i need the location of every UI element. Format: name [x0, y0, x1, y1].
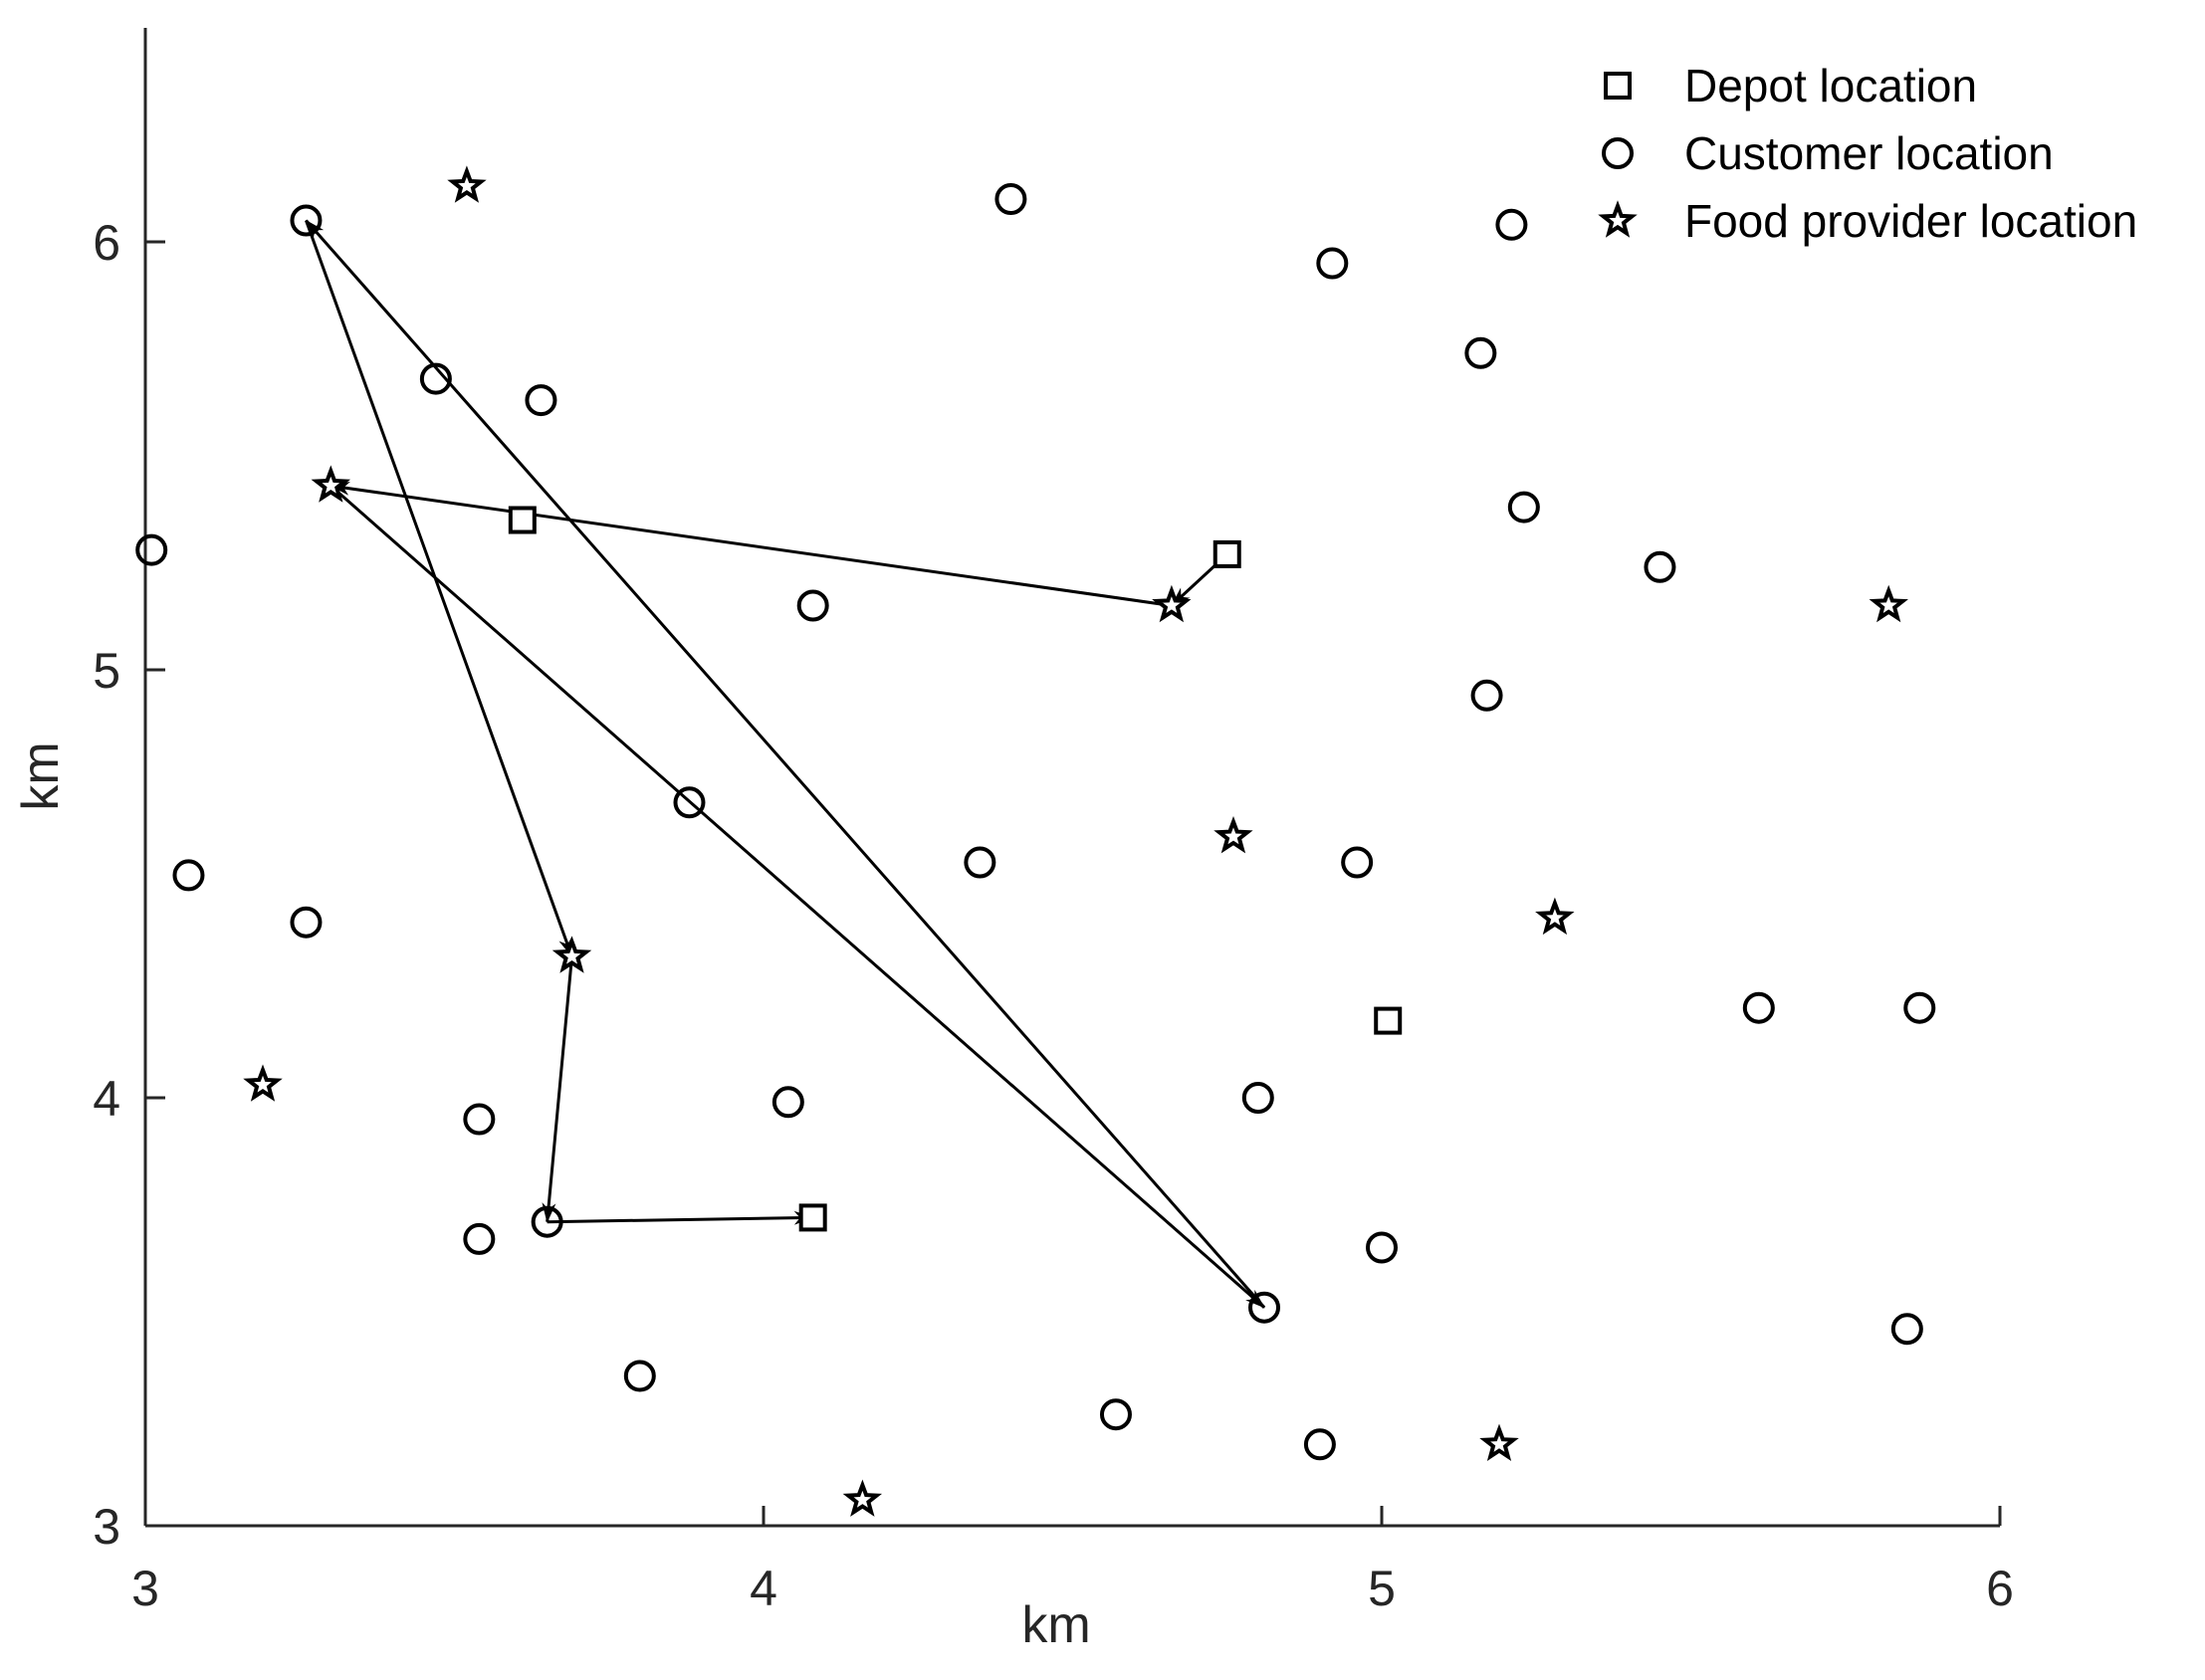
x-tick-label: 3 — [131, 1561, 159, 1616]
customer-marker — [1464, 336, 1497, 369]
customer-marker — [796, 589, 829, 622]
y-tick-label: 6 — [93, 215, 120, 271]
customer-marker — [1341, 846, 1374, 879]
food-provider-marker — [1152, 584, 1192, 623]
food-provider-marker — [1535, 897, 1575, 936]
customer-marker — [419, 362, 452, 395]
customer-marker — [1890, 1313, 1923, 1346]
depot-marker — [1374, 1006, 1403, 1035]
customer-marker — [290, 906, 323, 939]
y-tick-label: 4 — [93, 1071, 120, 1127]
customer-marker — [772, 1086, 804, 1119]
food-provider-marker — [1213, 815, 1253, 854]
customer-marker — [673, 786, 706, 819]
customer-marker — [1248, 1291, 1281, 1324]
customer-marker — [964, 846, 996, 879]
route-arrow — [547, 1210, 814, 1225]
legend-depot-icon — [1604, 72, 1632, 100]
legend-label: Customer location — [1684, 127, 2054, 179]
customer-marker — [1507, 491, 1540, 524]
data-points — [135, 165, 1936, 1517]
customer-marker — [463, 1103, 496, 1136]
route-arrow — [542, 955, 573, 1223]
customer-marker — [1303, 1428, 1336, 1461]
customer-marker — [1644, 550, 1676, 583]
food-provider-marker — [447, 165, 487, 203]
legend-food-provider-icon — [1598, 200, 1638, 238]
legend-customer-icon — [1602, 137, 1634, 169]
axes: 3 4 5 6 3 4 5 6 — [93, 28, 2014, 1616]
legend: Depot location Customer location Food prov… — [1598, 60, 2137, 247]
customer-marker — [1241, 1082, 1274, 1114]
customer-marker — [994, 183, 1027, 215]
route-arrow — [330, 484, 1266, 1309]
customer-marker — [1495, 208, 1528, 241]
route-arrows — [305, 219, 1266, 1309]
food-provider-marker — [842, 1479, 883, 1517]
customer-marker — [525, 384, 557, 417]
y-axis-label: km — [12, 741, 70, 810]
customer-marker — [1470, 679, 1503, 712]
x-tick-label: 4 — [750, 1561, 777, 1616]
depot-marker — [508, 506, 537, 534]
customer-marker — [1366, 1231, 1398, 1264]
food-provider-marker — [1479, 1423, 1519, 1461]
customer-marker — [172, 859, 205, 892]
route-arrow — [305, 219, 1266, 1309]
customer-marker — [135, 533, 168, 566]
customer-marker — [1742, 991, 1775, 1024]
customer-marker — [1903, 991, 1936, 1024]
food-provider-marker — [311, 465, 351, 503]
depot-marker — [1213, 539, 1241, 568]
legend-label: Food provider location — [1684, 195, 2137, 247]
food-provider-marker — [1869, 584, 1908, 623]
depot-marker — [798, 1203, 827, 1232]
customer-marker — [1099, 1398, 1132, 1431]
route-arrow — [305, 219, 573, 958]
customer-marker — [463, 1222, 496, 1255]
x-tick-label: 6 — [1986, 1561, 2014, 1616]
route-arrow — [330, 481, 1173, 607]
food-provider-marker — [551, 936, 592, 973]
food-provider-marker — [243, 1064, 283, 1102]
legend-label: Depot location — [1684, 60, 1977, 111]
y-tick-label: 3 — [93, 1499, 120, 1555]
customer-marker — [1316, 247, 1349, 280]
customer-marker — [623, 1360, 656, 1392]
x-tick-label: 5 — [1368, 1561, 1396, 1616]
customer-marker — [531, 1205, 563, 1238]
x-axis-label: km — [1021, 1596, 1090, 1654]
customer-marker — [290, 204, 323, 237]
y-tick-label: 5 — [93, 643, 120, 699]
